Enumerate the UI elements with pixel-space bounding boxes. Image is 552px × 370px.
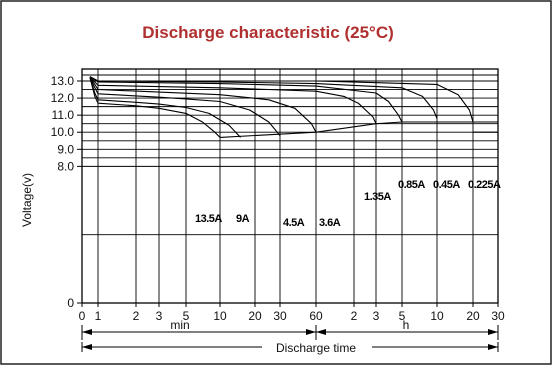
series-labels: 13.5A 9A 4.5A 3.6A 1.35A 0.85A 0.45A 0.225A [195,179,502,229]
x-tick-label: 30 [491,309,505,323]
end-voltage-line [219,121,498,138]
series-label: 13.5A [195,213,222,225]
x-tick-label: 5 [399,309,406,323]
x-tick-label: 10 [213,309,227,323]
series-label: 0.85A [398,179,425,191]
series-line [89,76,474,123]
x-tick-label: 0 [79,309,86,323]
x-tick-label: 1 [95,309,102,323]
y-tick-label: 12.0 [51,91,75,105]
series-lines [89,76,498,138]
series-line [89,77,317,133]
x-tick-label: 30 [273,309,287,323]
x-unit-min: min [170,318,189,332]
x-tick-label: 5 [183,309,190,323]
x-tick-label: 20 [466,309,480,323]
x-tick-label: 20 [248,309,262,323]
series-line [89,76,377,124]
y-tick-label: 13.0 [51,74,75,88]
x-tick-labels: 0 1 2 3 5 10 20 30 60 2 3 5 10 20 30 [79,303,505,323]
x-unit-h: h [403,318,410,332]
x-tick-label: 2 [351,309,358,323]
series-line [89,76,403,123]
x-tick-label: 3 [156,309,163,323]
y-tick-labels: 0 8.0 9.0 10.0 11.0 12.0 13.0 [51,74,82,310]
y-tick-label: 9.0 [57,142,74,156]
y-tick-label: 0 [67,296,74,310]
y-tick-label: 10.0 [51,125,75,139]
series-line [89,77,221,138]
chart-title: Discharge characteristic (25°C) [142,23,394,42]
series-line [89,77,241,138]
series-line [89,77,281,136]
x-tick-label: 3 [373,309,380,323]
y-axis-label: Voltage(v) [20,173,34,227]
x-tick-label: 2 [133,309,140,323]
series-label: 3.6A [319,217,341,229]
x-label-backdrop [262,341,372,354]
x-tick-label: 10 [430,309,444,323]
x-tick-label: 60 [309,309,323,323]
series-label: 1.35A [364,191,391,203]
series-label: 0.225A [468,179,501,191]
series-label: 9A [236,213,250,225]
x-axis-label: Discharge time [276,341,356,355]
y-tick-label: 8.0 [57,159,74,173]
y-tick-label: 11.0 [52,108,75,122]
series-label: 4.5A [283,217,305,229]
series-label: 0.45A [433,179,460,191]
